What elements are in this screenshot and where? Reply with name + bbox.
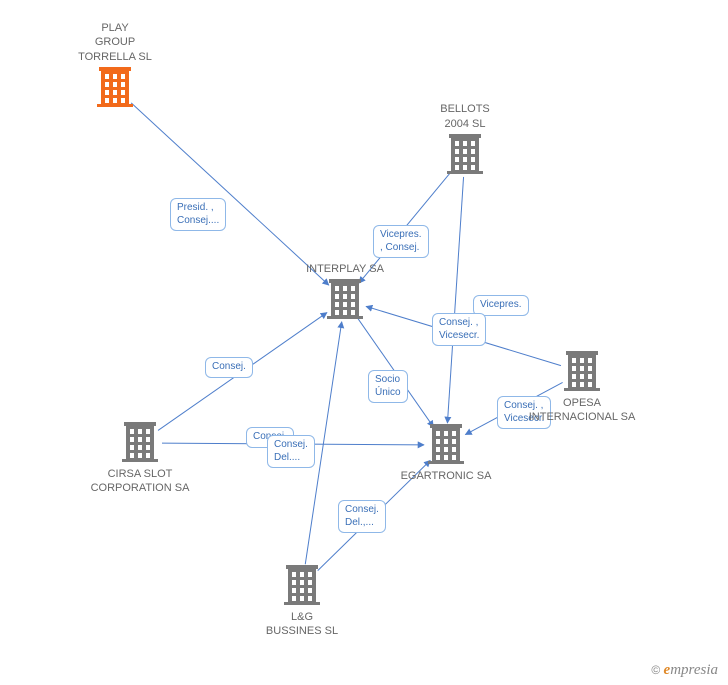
edge-label: Presid. , Consej....: [170, 198, 226, 231]
building-icon: [428, 424, 464, 464]
building-icon: [122, 422, 158, 462]
edge-label: Socio Único: [368, 370, 408, 403]
node-label: BELLOTS 2004 SL: [440, 102, 490, 131]
building-icon: [327, 279, 363, 319]
building-icon: [97, 67, 133, 107]
building-icon: [564, 351, 600, 391]
node-label: OPESA INTERNACIONAL SA: [529, 396, 636, 425]
node-label: EGARTRONIC SA: [401, 469, 492, 483]
node-label: PLAY GROUP TORRELLA SL: [78, 21, 152, 64]
edge-label: Vicepres. , Consej.: [373, 225, 429, 258]
brand-logo: empresia: [664, 662, 718, 678]
node-label: L&G BUSSINES SL: [266, 610, 338, 639]
edge-label: Consej. Del.,...: [338, 500, 386, 533]
copyright-footer: © empresia: [651, 662, 718, 679]
edge-label: Consej. Del....: [267, 435, 315, 468]
edge-label: Consej.: [205, 357, 253, 378]
network-svg: [0, 0, 728, 685]
edge-line: [447, 177, 463, 423]
node-label: INTERPLAY SA: [306, 262, 384, 276]
building-icon: [284, 565, 320, 605]
copyright-symbol: ©: [651, 663, 660, 677]
building-icon: [447, 134, 483, 174]
edge-label: Consej. , Vicesecr.: [432, 313, 486, 346]
edge-line: [131, 103, 329, 285]
node-label: CIRSA SLOT CORPORATION SA: [91, 467, 190, 496]
